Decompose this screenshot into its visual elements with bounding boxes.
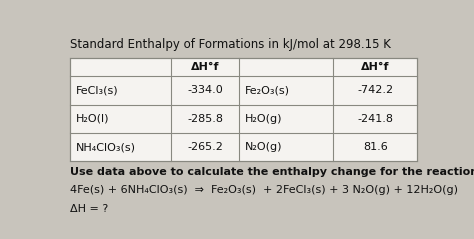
Text: -285.8: -285.8 xyxy=(187,114,223,124)
Text: H₂O(g): H₂O(g) xyxy=(245,114,282,124)
Text: Fe₂O₃(s): Fe₂O₃(s) xyxy=(245,85,290,95)
Text: N₂O(g): N₂O(g) xyxy=(245,142,282,152)
Text: Standard Enthalpy of Formations in kJ/mol at 298.15 K: Standard Enthalpy of Formations in kJ/mo… xyxy=(70,38,391,51)
Text: -265.2: -265.2 xyxy=(187,142,223,152)
Text: NH₄ClO₃(s): NH₄ClO₃(s) xyxy=(76,142,136,152)
Text: -334.0: -334.0 xyxy=(187,85,223,95)
Text: FeCl₃(s): FeCl₃(s) xyxy=(76,85,118,95)
Text: ΔH°f: ΔH°f xyxy=(191,62,219,72)
Text: -742.2: -742.2 xyxy=(357,85,393,95)
Text: ΔH = ?: ΔH = ? xyxy=(70,204,109,213)
Text: 81.6: 81.6 xyxy=(363,142,388,152)
Text: Use data above to calculate the enthalpy change for the reaction:: Use data above to calculate the enthalpy… xyxy=(70,167,474,177)
Text: ΔH°f: ΔH°f xyxy=(361,62,390,72)
Text: -241.8: -241.8 xyxy=(357,114,393,124)
Text: 4Fe(s) + 6NH₄ClO₃(s)  ⇒  Fe₂O₃(s)  + 2FeCl₃(s) + 3 N₂O(g) + 12H₂O(g): 4Fe(s) + 6NH₄ClO₃(s) ⇒ Fe₂O₃(s) + 2FeCl₃… xyxy=(70,185,458,195)
Text: H₂O(l): H₂O(l) xyxy=(76,114,109,124)
